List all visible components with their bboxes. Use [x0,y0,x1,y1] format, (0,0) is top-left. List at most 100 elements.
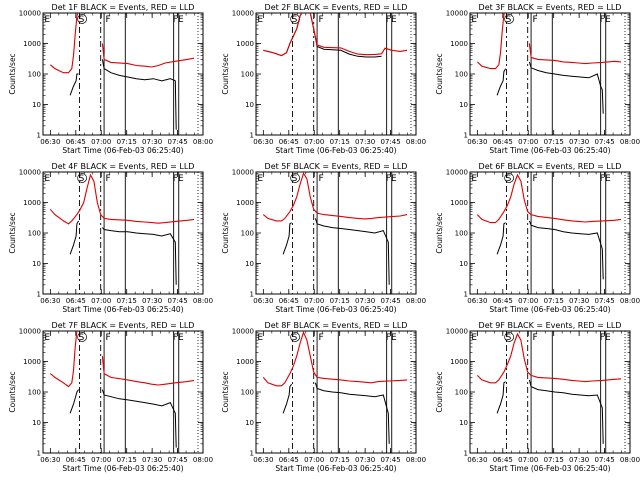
y-tick-label: 10 [459,101,468,109]
x-tick-label: 08:00 [620,138,640,146]
x-tick-label: 07:15 [544,297,564,305]
detector-panel-8: Det 8F BLACK = Events, RED = LLD 1 10 100 10… [221,321,426,473]
x-axis-label: Start Time (06-Feb-03 06:25:40) [62,305,183,314]
lld-line-segment-2 [101,356,195,386]
events-line-segment-1 [69,220,80,255]
x-tick-label: 07:45 [168,456,188,464]
x-tick-label: 06:45 [279,297,299,305]
events-line-segment-2 [101,389,177,448]
x-tick-label: 06:30 [253,456,273,464]
flag-label: F [318,15,323,25]
flag-label: S [506,15,512,25]
x-tick-label: 07:00 [518,456,538,464]
flag-s-marker [504,173,514,183]
flag-label: FE [386,333,397,343]
events-line-segment-2 [528,220,604,280]
y-tick-label: 10 [245,260,254,268]
y-tick-label: 100 [455,71,468,79]
x-tick-label: 08:00 [193,297,213,305]
x-tick-label: 07:15 [330,297,350,305]
flag-s-marker [290,332,300,342]
events-line-segment-2 [528,61,604,114]
y-tick-label: 1 [250,291,254,299]
x-tick-label: 07:00 [304,138,324,146]
detector-panel-4: Det 4F BLACK = Events, RED = LLD 1 10 100 10… [8,162,213,314]
y-tick-label: 10 [245,101,254,109]
x-tick-label: 07:45 [168,138,188,146]
flag-label: F [532,15,537,25]
flag-label: E [471,15,477,25]
x-axis-label: Start Time (06-Feb-03 06:25:40) [275,305,396,314]
x-axis-label: Start Time (06-Feb-03 06:25:40) [62,464,183,473]
panel-title: Det 9F BLACK = Events, RED = LLD [479,321,622,330]
x-tick-label: 06:30 [253,138,273,146]
y-tick-label: 100 [28,389,41,397]
x-tick-label: 07:00 [91,456,111,464]
events-line-segment-1 [69,73,79,96]
events-line-segment-2 [528,379,604,444]
y-tick-label: 10000 [232,10,254,18]
events-series [69,389,177,448]
x-tick-label: 06:30 [467,297,487,305]
panel-title: Det 7F BLACK = Events, RED = LLD [52,321,195,330]
lld-series [49,331,195,388]
flag-label: F [318,333,323,343]
events-series [496,379,604,444]
panel-title: Det 8F BLACK = Events, RED = LLD [265,321,408,330]
lld-line-segment-1 [262,172,408,222]
events-line-segment-1 [496,381,506,414]
y-tick-label: 10000 [446,10,468,18]
lld-series [263,13,408,57]
events-line-segment-2 [314,382,390,444]
y-tick-label: 1 [464,450,468,458]
x-tick-label: 06:30 [40,138,60,146]
x-tick-label: 07:00 [91,138,111,146]
x-tick-label: 07:15 [330,138,350,146]
y-tick-label: 10 [32,260,41,268]
flag-s-marker [290,173,300,183]
lld-line-segment-1 [49,13,79,74]
detector-panel-1: Det 1F BLACK = Events, RED = LLD 1 10 100 10… [8,3,213,155]
x-tick-label: 08:00 [406,297,426,305]
y-tick-label: 10 [459,260,468,268]
x-tick-label: 06:45 [66,456,86,464]
flag-label: F [105,333,110,343]
flag-label: S [292,15,298,25]
y-tick-label: 100 [455,389,468,397]
events-line-segment-1 [282,222,292,255]
flag-label: S [506,174,512,184]
x-tick-label: 08:00 [193,138,213,146]
detector-panel-2: Det 2F BLACK = Events, RED = LLD 1 10 100 10… [221,3,426,155]
lld-line-segment-2 [101,43,195,68]
x-tick-label: 07:30 [142,138,162,146]
y-tick-label: 10 [32,419,41,427]
x-axis-label: Start Time (06-Feb-03 06:25:40) [489,305,610,314]
flag-label: S [506,333,512,343]
panel-title: Det 1F BLACK = Events, RED = LLD [52,3,195,12]
events-series [496,61,604,114]
x-tick-label: 08:00 [406,138,426,146]
y-tick-label: 10000 [19,10,41,18]
events-line-segment-1 [496,68,507,96]
panel-title: Det 6F BLACK = Events, RED = LLD [479,162,622,171]
flag-label: FE [173,15,184,25]
x-tick-label: 07:30 [569,297,589,305]
x-tick-label: 07:00 [518,297,538,305]
y-axis-label: Counts/sec [221,371,230,412]
x-tick-label: 07:45 [595,138,615,146]
x-tick-label: 08:00 [620,456,640,464]
lld-line-segment-1 [49,173,195,225]
y-tick-label: 10000 [19,328,41,336]
x-tick-label: 07:15 [117,297,137,305]
detector-panel-6: Det 6F BLACK = Events, RED = LLD 1 10 100 10… [435,162,640,314]
events-line-segment-2 [102,227,177,285]
lld-series [262,331,408,387]
y-axis-label: Counts/sec [435,371,444,412]
events-line-segment-2 [314,218,390,285]
y-tick-label: 100 [241,389,254,397]
y-axis-label: Counts/sec [8,371,17,412]
y-tick-label: 1 [464,132,468,140]
x-tick-label: 07:15 [544,138,564,146]
y-tick-label: 1000 [236,199,254,207]
